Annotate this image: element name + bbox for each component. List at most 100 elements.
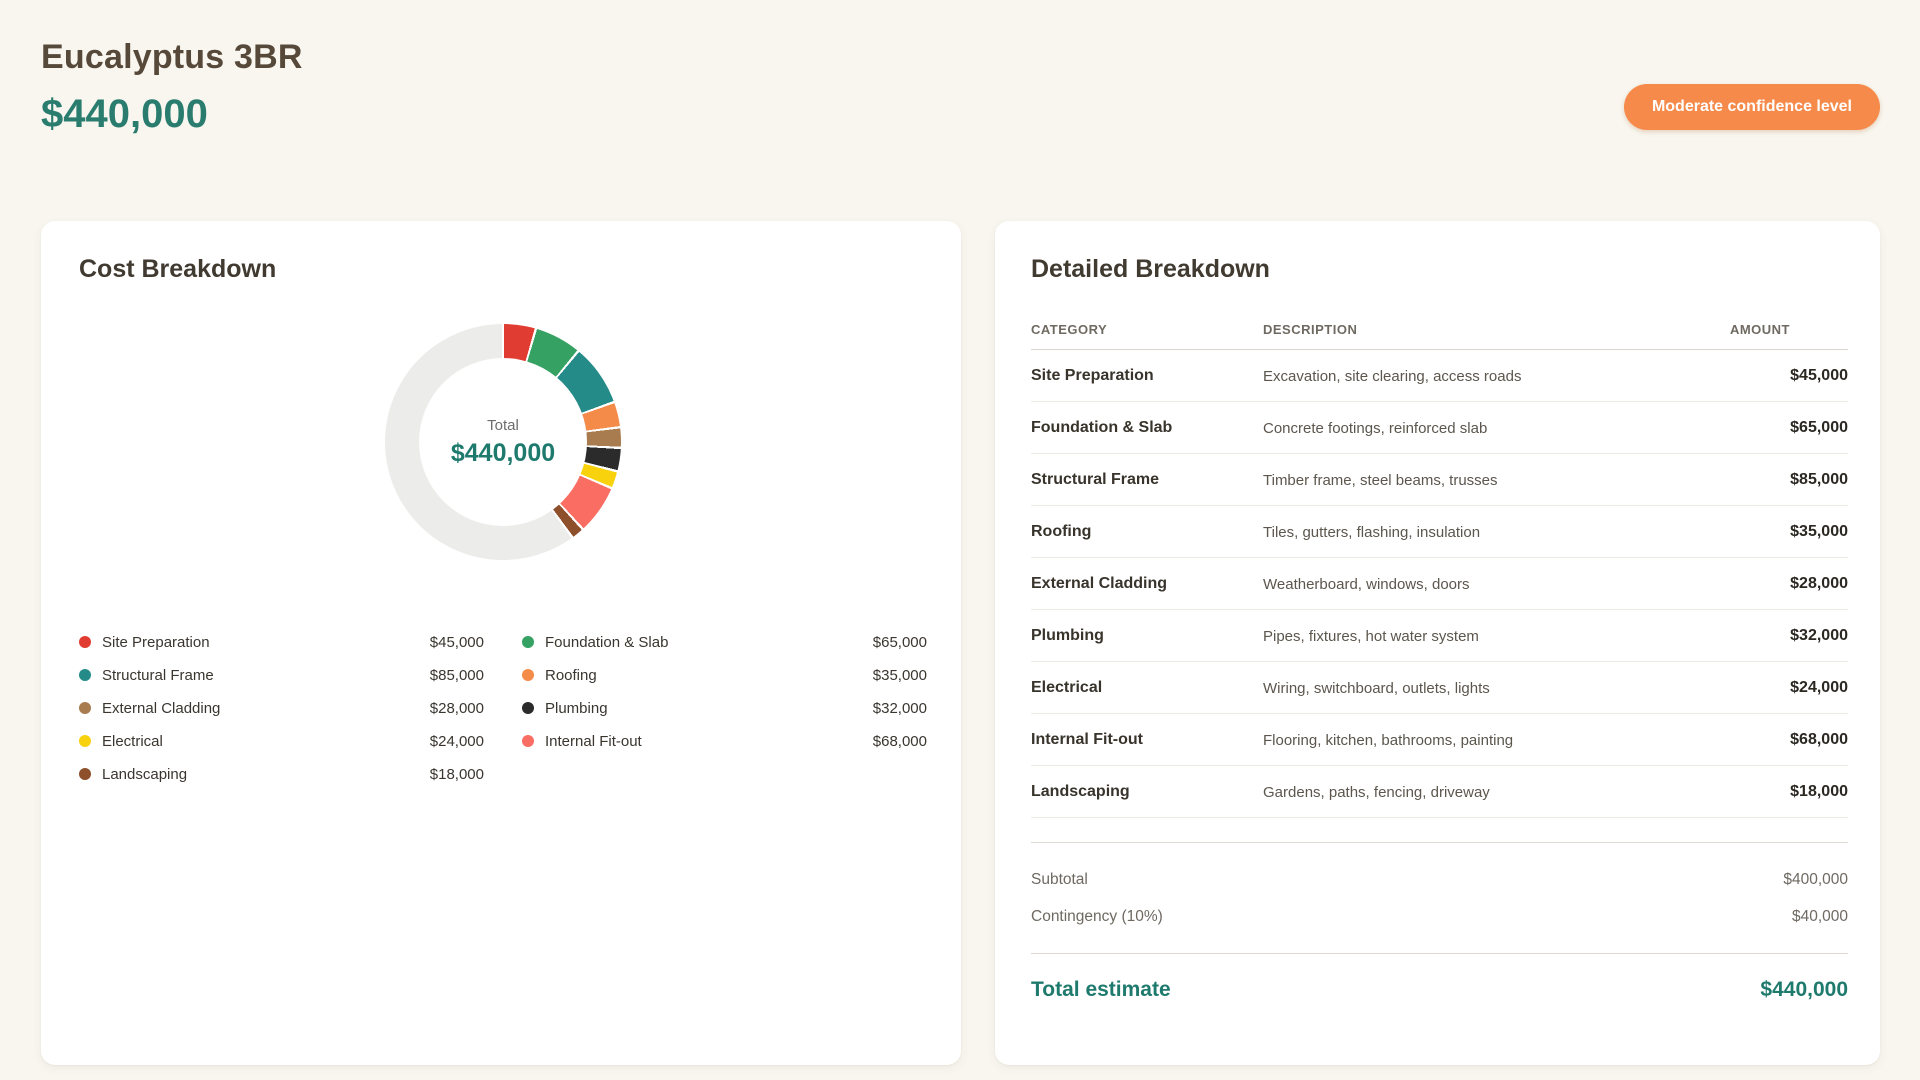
legend-value: $35,000 bbox=[872, 666, 927, 684]
table-row: Plumbing Pipes, fixtures, hot water syste… bbox=[1031, 610, 1848, 662]
contingency-value: $40,000 bbox=[1791, 908, 1848, 925]
legend-item: Internal Fit-out $68,000 bbox=[522, 731, 927, 751]
grand-total-divider bbox=[1031, 953, 1848, 954]
legend-item: Plumbing $32,000 bbox=[522, 698, 927, 718]
total-estimate-value: $440,000 bbox=[1760, 978, 1848, 1001]
legend-label: External Cladding bbox=[102, 699, 221, 717]
cell-category: Foundation & Slab bbox=[1031, 419, 1173, 436]
table-row: Electrical Wiring, switchboard, outlets, … bbox=[1031, 662, 1848, 714]
table-row: Internal Fit-out Flooring, kitchen, bathr… bbox=[1031, 714, 1848, 766]
legend-value: $32,000 bbox=[872, 699, 927, 717]
legend-item: Roofing $35,000 bbox=[522, 665, 927, 685]
legend-color-dot bbox=[79, 669, 91, 681]
cell-amount: $68,000 bbox=[1790, 731, 1848, 748]
donut-center-value: $440,000 bbox=[450, 438, 556, 467]
cell-category: Electrical bbox=[1031, 679, 1103, 696]
legend-color-dot bbox=[79, 702, 91, 714]
donut-chart[interactable]: Total $440,000 bbox=[385, 324, 621, 560]
main-content: Cost Breakdown Total $440,000 Site Prepa… bbox=[0, 221, 1920, 1065]
cost-breakdown-title: Cost Breakdown bbox=[79, 255, 277, 283]
donut-center: Total $440,000 bbox=[419, 358, 587, 526]
table-header-row: CATEGORY DESCRIPTION AMOUNT bbox=[1031, 322, 1848, 350]
cell-description: Excavation, site clearing, access roads bbox=[1263, 367, 1522, 385]
cell-amount: $24,000 bbox=[1790, 679, 1848, 696]
legend-color-dot bbox=[522, 735, 534, 747]
cost-breakdown-card: Cost Breakdown Total $440,000 Site Prepa… bbox=[41, 221, 961, 1065]
cell-category: Internal Fit-out bbox=[1031, 731, 1143, 748]
contingency-label: Contingency (10%) bbox=[1031, 908, 1163, 925]
total-estimate-row: Total estimate $440,000 bbox=[1031, 978, 1848, 1002]
table-row: External Cladding Weatherboard, windows, … bbox=[1031, 558, 1848, 610]
table-row: Site Preparation Excavation, site clearin… bbox=[1031, 350, 1848, 402]
subtotal-row: Subtotal $400,000 bbox=[1031, 871, 1848, 889]
table-header-amount: AMOUNT bbox=[1729, 322, 1790, 337]
cell-description: Flooring, kitchen, bathrooms, painting bbox=[1263, 731, 1514, 749]
cell-amount: $18,000 bbox=[1790, 783, 1848, 800]
legend-label: Internal Fit-out bbox=[545, 732, 642, 750]
cell-amount: $28,000 bbox=[1790, 575, 1848, 592]
legend-value: $85,000 bbox=[429, 666, 484, 684]
legend-value: $28,000 bbox=[429, 699, 484, 717]
legend-label: Foundation & Slab bbox=[545, 633, 669, 651]
legend-item: Structural Frame $85,000 bbox=[79, 665, 484, 685]
legend-color-dot bbox=[79, 768, 91, 780]
table-header-description: DESCRIPTION bbox=[1263, 322, 1358, 337]
table-row: Landscaping Gardens, paths, fencing, driv… bbox=[1031, 766, 1848, 818]
detailed-breakdown-title: Detailed Breakdown bbox=[1031, 255, 1270, 283]
header-total-value: $440,000 bbox=[41, 92, 208, 136]
cell-amount: $32,000 bbox=[1790, 627, 1848, 644]
table-row: Structural Frame Timber frame, steel beam… bbox=[1031, 454, 1848, 506]
totals-top-divider bbox=[1031, 842, 1848, 843]
legend-label: Landscaping bbox=[102, 765, 188, 783]
legend-value: $68,000 bbox=[872, 732, 927, 750]
legend-item: Foundation & Slab $65,000 bbox=[522, 632, 927, 652]
cell-description: Pipes, fixtures, hot water system bbox=[1263, 627, 1479, 645]
contingency-row: Contingency (10%) $40,000 bbox=[1031, 908, 1848, 926]
legend-color-dot bbox=[79, 735, 91, 747]
cell-category: Plumbing bbox=[1031, 627, 1104, 644]
legend-color-dot bbox=[522, 702, 534, 714]
cell-description: Timber frame, steel beams, trusses bbox=[1263, 471, 1498, 489]
legend-color-dot bbox=[522, 636, 534, 648]
legend-value: $65,000 bbox=[872, 633, 927, 651]
legend-label: Plumbing bbox=[545, 699, 608, 717]
detailed-breakdown-card: Detailed Breakdown CATEGORY DESCRIPTION … bbox=[995, 221, 1880, 1065]
table-header-category: CATEGORY bbox=[1031, 322, 1108, 337]
legend-color-dot bbox=[79, 636, 91, 648]
cell-description: Wiring, switchboard, outlets, lights bbox=[1263, 679, 1490, 697]
confidence-badge[interactable]: Moderate confidence level bbox=[1623, 84, 1880, 130]
cell-category: Site Preparation bbox=[1031, 367, 1154, 384]
cell-category: Roofing bbox=[1031, 523, 1092, 540]
subtotal-label: Subtotal bbox=[1031, 871, 1088, 888]
cell-description: Concrete footings, reinforced slab bbox=[1263, 419, 1488, 437]
header: Eucalyptus 3BR $440,000 Moderate confide… bbox=[0, 0, 1920, 137]
legend-item: Site Preparation $45,000 bbox=[79, 632, 484, 652]
legend-item: External Cladding $28,000 bbox=[79, 698, 484, 718]
page-title: Eucalyptus 3BR bbox=[41, 38, 303, 76]
legend-value: $18,000 bbox=[429, 765, 484, 783]
legend-label: Structural Frame bbox=[102, 666, 214, 684]
cell-amount: $35,000 bbox=[1790, 523, 1848, 540]
legend-item: Landscaping $18,000 bbox=[79, 764, 484, 784]
cell-description: Tiles, gutters, flashing, insulation bbox=[1263, 523, 1481, 541]
total-estimate-label: Total estimate bbox=[1031, 978, 1171, 1001]
donut-center-label: Total bbox=[487, 416, 519, 434]
legend-label: Site Preparation bbox=[102, 633, 210, 651]
table-row: Foundation & Slab Concrete footings, rein… bbox=[1031, 402, 1848, 454]
chart-legend: Site Preparation $45,000 Foundation & Slab… bbox=[79, 632, 927, 784]
cell-description: Weatherboard, windows, doors bbox=[1263, 575, 1470, 593]
cell-description: Gardens, paths, fencing, driveway bbox=[1263, 783, 1490, 801]
legend-label: Electrical bbox=[102, 732, 163, 750]
legend-label: Roofing bbox=[545, 666, 597, 684]
legend-item: Electrical $24,000 bbox=[79, 731, 484, 751]
cell-category: External Cladding bbox=[1031, 575, 1168, 592]
cell-category: Structural Frame bbox=[1031, 471, 1160, 488]
table-body: Site Preparation Excavation, site clearin… bbox=[1031, 350, 1848, 818]
subtotal-value: $400,000 bbox=[1783, 871, 1848, 888]
legend-color-dot bbox=[522, 669, 534, 681]
table-row: Roofing Tiles, gutters, flashing, insulat… bbox=[1031, 506, 1848, 558]
cell-amount: $65,000 bbox=[1790, 419, 1848, 436]
cell-category: Landscaping bbox=[1031, 783, 1130, 800]
cell-amount: $45,000 bbox=[1790, 367, 1848, 384]
